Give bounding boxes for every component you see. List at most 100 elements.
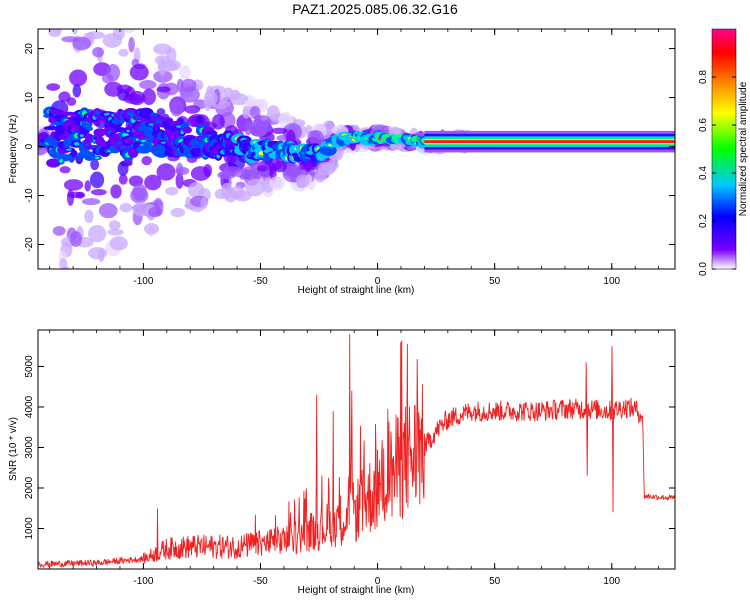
spectrogram-noise-blob bbox=[108, 220, 121, 231]
spectrogram-noise-blob bbox=[67, 191, 85, 199]
spectrogram-y-tick-label: 0 bbox=[24, 143, 35, 149]
spectrogram-noise-blob bbox=[179, 65, 191, 80]
spectrogram-noise-blob bbox=[317, 161, 336, 176]
spectrogram-noise-blob bbox=[156, 163, 176, 181]
spectrogram-noise-blob bbox=[128, 36, 135, 53]
spectrogram-noise-blob bbox=[190, 166, 211, 181]
spectrogram-noise-blob bbox=[66, 97, 77, 106]
spectrogram-noise-blob bbox=[132, 183, 147, 201]
spectrogram-noise-blob bbox=[139, 79, 157, 90]
spectrogram-x-tick-label: -50 bbox=[253, 276, 268, 287]
colorbar-tick-label: 0.0 bbox=[698, 262, 709, 276]
spectrogram-noise-blob bbox=[170, 207, 186, 218]
spectrogram-ridge-core bbox=[126, 129, 131, 133]
spectrogram-x-tick-label: -100 bbox=[133, 276, 153, 287]
spectrogram-noise-blob bbox=[101, 73, 114, 84]
snr-y-axis-label: SNR (10 * v/v) bbox=[8, 417, 19, 481]
snr-y-tick-label: 3000 bbox=[24, 436, 35, 459]
spectrogram-noise-blob bbox=[90, 188, 107, 196]
spectrogram-noise-blob bbox=[107, 228, 124, 236]
spectrogram-ridge-core bbox=[119, 145, 127, 150]
spectrogram-noise-blob bbox=[200, 197, 208, 209]
spectrogram-noise-blob bbox=[269, 176, 285, 191]
spectrogram-tone-band bbox=[424, 140, 675, 143]
spectrogram-noise-blob bbox=[261, 120, 269, 128]
colorbar-tick-label: 0.2 bbox=[698, 214, 709, 228]
spectrogram-ridge-blob bbox=[83, 151, 96, 161]
spectrogram-y-tick-label: -20 bbox=[24, 237, 35, 252]
spectrogram-noise-blob bbox=[118, 174, 128, 185]
spectrogram-noise-blob bbox=[69, 231, 83, 247]
spectrogram-noise-blob bbox=[104, 81, 123, 97]
spectrogram-noise-blob bbox=[88, 246, 108, 260]
spectrogram-noise-blob bbox=[84, 180, 92, 192]
spectrogram-noise-blob bbox=[211, 114, 225, 130]
spectrogram-noise-blob bbox=[129, 64, 149, 81]
spectrogram-noise-blob bbox=[257, 165, 268, 172]
spectrogram-noise-blob bbox=[223, 87, 234, 99]
spectrogram-ridge-blob bbox=[182, 126, 193, 134]
snr-x-axis-label: Height of straight line (km) bbox=[298, 585, 415, 596]
spectrogram-x-tick-label: 0 bbox=[375, 276, 381, 287]
spectrogram-ridge-core bbox=[84, 144, 89, 147]
spectrogram-noise-blob bbox=[123, 93, 144, 104]
figure-title: PAZ1.2025.085.06.32.G16 bbox=[292, 1, 458, 17]
spectrogram-noise-blob bbox=[175, 162, 184, 177]
spectrogram-noise-blob bbox=[244, 98, 264, 108]
spectrogram-noise-blob bbox=[221, 182, 233, 200]
colorbar-ticks: 0.0 0.2 0.4 0.6 0.8 bbox=[698, 70, 736, 276]
spectrogram-noise-blob bbox=[52, 225, 66, 236]
spectrogram-noise-blob bbox=[98, 203, 118, 219]
spectrogram-noise-blob bbox=[144, 174, 162, 191]
spectrogram-noise-blob bbox=[84, 209, 94, 223]
spectrogram-ridge-blob bbox=[93, 120, 101, 127]
spectrogram-noise-blob bbox=[88, 224, 107, 243]
spectrogram-noise-blob bbox=[185, 196, 192, 210]
spectrogram-noise-blob bbox=[166, 47, 177, 64]
spectrogram-y-tick-label: 20 bbox=[24, 43, 35, 55]
snr-line bbox=[38, 334, 675, 569]
colorbar-tick-label: 0.4 bbox=[698, 166, 709, 180]
spectrogram-ridge-blob bbox=[85, 133, 95, 143]
spectrogram-noise-blob bbox=[180, 78, 197, 92]
spectrogram-noise-blob bbox=[153, 70, 173, 83]
spectrogram-noise-blob bbox=[50, 0, 58, 7]
spectrogram-noise-blob bbox=[196, 115, 204, 124]
spectrogram-ridge-blob bbox=[70, 150, 78, 158]
snr-y-tick-label: 5000 bbox=[24, 355, 35, 378]
snr-frame bbox=[37, 329, 676, 570]
spectrogram-noise-blob bbox=[233, 190, 252, 202]
snr-x-tick-label: 100 bbox=[603, 576, 620, 587]
spectrogram-y-tick-label: 10 bbox=[24, 92, 35, 104]
spectrogram-x-tick-label: 50 bbox=[489, 276, 501, 287]
spectrogram-noise-blob bbox=[121, 29, 136, 34]
snr-ticks: -100 -50 0 50 100 1000 2000 3000 4000 5000 bbox=[24, 330, 675, 587]
spectrogram-noise-blob bbox=[143, 223, 160, 235]
spectrogram-noise-blob bbox=[156, 108, 166, 116]
spectrogram-noise-blob bbox=[63, 179, 84, 191]
spectrogram-y-tick-label: -10 bbox=[24, 188, 35, 203]
spectrogram-noise-blob bbox=[118, 48, 129, 57]
spectrogram-noise-blob bbox=[86, 31, 105, 40]
colorbar: 0.0 0.2 0.4 0.6 0.8 Normalized spectral ampl… bbox=[698, 28, 749, 276]
spectrogram-noise-blob bbox=[48, 0, 65, 4]
snr-y-tick-label: 4000 bbox=[24, 395, 35, 418]
spectrogram-ridge-core bbox=[79, 134, 85, 137]
spectrogram-noise-blob bbox=[225, 155, 237, 163]
spectrogram-noise-blob bbox=[187, 181, 205, 198]
spectrogram-noise-blob bbox=[203, 96, 212, 112]
spectrogram-x-axis-label: Height of straight line (km) bbox=[298, 285, 415, 296]
spectrogram-noise-blob bbox=[72, 10, 87, 24]
spectrogram-noise-blob bbox=[48, 29, 62, 38]
spectrogram-noise-blob bbox=[46, 83, 61, 91]
spectrogram-noise-blob bbox=[92, 47, 105, 58]
snr-panel: -100 -50 0 50 100 1000 2000 3000 4000 5000 Height… bbox=[8, 329, 676, 596]
spectrogram-noise-blob bbox=[119, 202, 133, 213]
spectrogram-noise-blob bbox=[61, 265, 70, 269]
colorbar-label: Normalized spectral amplitude bbox=[738, 81, 749, 216]
spectrogram-noise-blob bbox=[48, 16, 58, 23]
spectrogram-ridge-core bbox=[94, 156, 100, 159]
spectrogram-noise-blob bbox=[245, 178, 265, 197]
